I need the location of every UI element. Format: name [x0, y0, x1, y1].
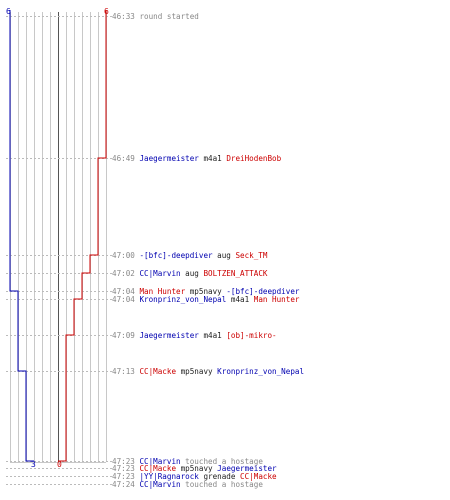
scale-bottom-red: 0	[57, 460, 62, 469]
weapon-name: m4a1	[226, 295, 254, 304]
event-time: 46:49	[112, 154, 140, 163]
event-row: 47:24 CC|Marvin touched a hostage	[112, 480, 263, 489]
weapon-name: mp5navy	[176, 367, 218, 376]
event-row: 46:49 Jaegermeister m4a1 DreiHodenBob	[112, 154, 281, 163]
blue-player-name: CC|Marvin	[139, 457, 181, 466]
blue-player-name: -[bfc]-deepdiver	[226, 287, 300, 296]
red-player-name: CC|Macke	[139, 367, 177, 376]
event-row: 47:02 CC|Marvin aug BOLTZEN_ATTACK	[112, 269, 267, 278]
blue-player-name: Jaegermeister	[139, 154, 199, 163]
event-time: 47:23	[112, 464, 140, 473]
weapon-name: aug	[212, 251, 236, 260]
weapon-name: aug	[180, 269, 204, 278]
red-player-name: CC|Macke	[240, 472, 277, 481]
blue-player-name: Jaegermeister	[139, 331, 199, 340]
red-player-name: Man Hunter	[139, 287, 186, 296]
event-time: 47:23	[112, 457, 140, 466]
scale-bottom-blue: 3	[31, 460, 36, 469]
event-text: round started	[139, 12, 199, 21]
event-text: touched a hostage	[180, 457, 263, 466]
event-guides	[6, 16, 112, 485]
blue-player-name: CC|Marvin	[139, 480, 181, 489]
blue-player-name: -[bfc]-deepdiver	[139, 251, 213, 260]
weapon-name: m4a1	[198, 154, 227, 163]
event-time: 47:13	[112, 367, 140, 376]
red-player-name: BOLTZEN_ATTACK	[203, 269, 268, 278]
blue-player-name: Jaegermeister	[217, 464, 277, 473]
event-time: 47:24	[112, 480, 140, 489]
event-text: touched a hostage	[180, 480, 263, 489]
red-player-name: DreiHodenBob	[226, 154, 282, 163]
event-row: 47:23 CC|Macke mp5navy Jaegermeister	[112, 464, 277, 473]
event-time: 47:04	[112, 295, 140, 304]
red-player-name: [ob]-mikro-	[226, 331, 277, 340]
event-row: 47:13 CC|Macke mp5navy Kronprinz_von_Nep…	[112, 367, 304, 376]
event-row: 47:04 Man Hunter mp5navy -[bfc]-deepdive…	[112, 287, 299, 296]
weapon-name: m4a1	[198, 331, 227, 340]
scale-top-left: 6	[6, 7, 11, 16]
blue-player-name: CC|Marvin	[139, 269, 181, 278]
event-time: 47:09	[112, 331, 140, 340]
weapon-name: mp5navy	[176, 464, 218, 473]
event-row: 47:09 Jaegermeister m4a1 [ob]-mikro-	[112, 331, 277, 340]
player-grid	[10, 12, 107, 463]
event-row: 47:04 Kronprinz_von_Nepal m4a1 Man Hunte…	[112, 295, 299, 304]
blue-player-name: |YY|Ragnarock	[139, 472, 199, 481]
red-player-name: Seck_TM	[235, 251, 268, 260]
weapon-name: mp5navy	[185, 287, 227, 296]
red-team-line	[58, 10, 107, 462]
event-row: 47:23 CC|Marvin touched a hostage	[112, 457, 263, 466]
event-row: 47:23 |YY|Ragnarock grenade CC|Macke	[112, 472, 277, 481]
event-time: 46:33	[112, 12, 140, 21]
red-player-name: Man Hunter	[253, 295, 300, 304]
red-player-name: CC|Macke	[139, 464, 177, 473]
blue-team-line	[9, 10, 34, 462]
blue-player-name: Kronprinz_von_Nepal	[139, 295, 227, 304]
event-time: 47:23	[112, 472, 140, 481]
event-time: 47:04	[112, 287, 140, 296]
blue-player-name: Kronprinz_von_Nepal	[217, 367, 305, 376]
scale-top-right: 6	[104, 7, 109, 16]
team-lines	[9, 10, 107, 462]
event-time: 47:02	[112, 269, 140, 278]
weapon-name: grenade	[198, 472, 241, 481]
event-row: 47:00 -[bfc]-deepdiver aug Seck_TM	[112, 251, 267, 260]
event-time: 47:00	[112, 251, 140, 260]
event-row: 46:33 round started	[112, 12, 199, 21]
